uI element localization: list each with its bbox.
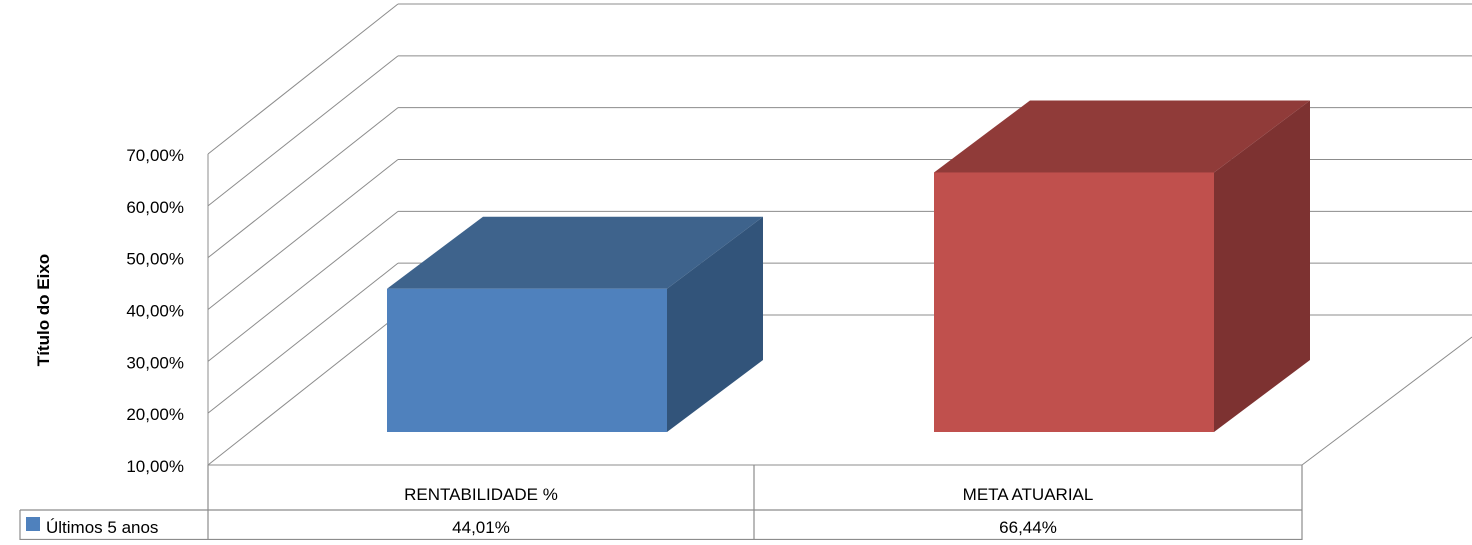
gridline-diagonal (207, 107, 399, 259)
gridline-diagonal (207, 262, 399, 414)
data-label: 44,01% (452, 518, 510, 537)
category-label: META ATUARIAL (963, 485, 1094, 504)
y-tick-label: 10,00% (126, 457, 184, 476)
bar-top (387, 216, 763, 289)
data-table: RENTABILIDADE % 44,01% META ATUARIAL 66,44%… (19, 465, 1303, 541)
y-tick-label: 30,00% (126, 353, 184, 372)
gridline-diagonal (207, 159, 399, 310)
floor-right-edge (1301, 336, 1472, 466)
gridline-diagonal (207, 3, 399, 155)
data-label: 66,44% (999, 518, 1057, 537)
bar-front (387, 288, 667, 432)
gridline-diagonal (207, 210, 399, 362)
legend-key (26, 517, 40, 531)
bar-front (934, 172, 1214, 432)
bar-side (1214, 100, 1310, 432)
y-tick-label: 50,00% (126, 250, 184, 269)
bar-side (667, 216, 763, 432)
bar-top (934, 100, 1310, 173)
bar-rentabilidade (387, 216, 763, 432)
y-axis-ticks: 10,00% 20,00% 30,00% 40,00% 50,00% 60,00% 70,0… (126, 146, 184, 476)
bar-meta-atuarial (934, 100, 1310, 432)
y-tick-label: 20,00% (126, 405, 184, 424)
gridline-diagonal (207, 55, 399, 207)
gridline-diagonal (207, 314, 399, 466)
legend-label: Últimos 5 anos (46, 518, 158, 537)
y-tick-label: 60,00% (126, 198, 184, 217)
y-tick-label: 70,00% (126, 146, 184, 165)
y-tick-label: 40,00% (126, 302, 184, 321)
category-label: RENTABILIDADE % (404, 485, 558, 504)
bars (387, 100, 1310, 432)
y-axis-title: Título do Eixo (34, 254, 53, 366)
